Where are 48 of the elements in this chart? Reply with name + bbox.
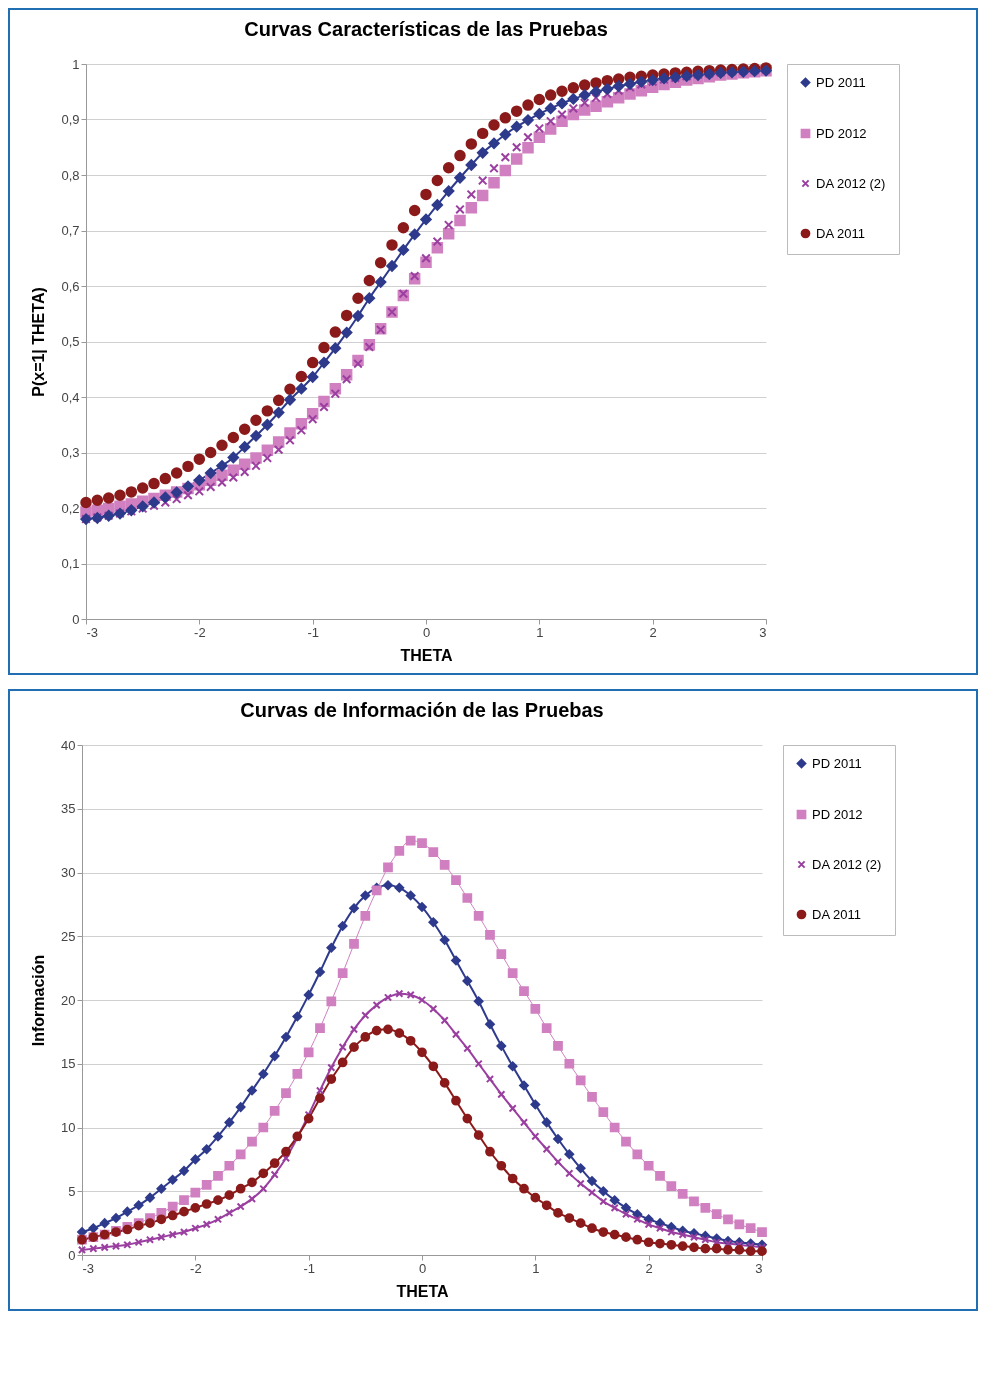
legend-label: DA 2012 (2)	[812, 856, 882, 872]
x-tick-label: -1	[303, 1260, 315, 1276]
y-tick-label: 15	[61, 1056, 76, 1072]
y-tick-label: 0	[68, 1247, 76, 1263]
y-tick-label: 0,9	[61, 112, 80, 127]
x-axis-title: THETA	[396, 1282, 450, 1300]
y-tick-label: 5	[68, 1183, 76, 1199]
legend-label: DA 2011	[816, 225, 865, 241]
x-tick-label: -2	[190, 1260, 202, 1276]
y-tick-label: 0,4	[61, 389, 80, 405]
y-tick-label: 1	[72, 56, 80, 72]
y-tick-label: 0,2	[61, 500, 80, 516]
legend-label: DA 2012 (2)	[816, 175, 886, 191]
legend-label: DA 2011	[812, 906, 861, 922]
x-axis-title: THETA	[400, 646, 454, 664]
y-tick-label: 40	[61, 737, 76, 753]
y-axis-title: Información	[30, 954, 48, 1047]
legend-label: PD 2012	[812, 806, 863, 822]
chart-title: Curvas Características de las Pruebas	[244, 18, 608, 40]
x-tick-label: 3	[759, 624, 767, 640]
y-tick-label: 25	[61, 928, 76, 944]
legend-label: PD 2011	[812, 755, 862, 771]
x-tick-label: 1	[532, 1260, 540, 1276]
x-tick-label: -2	[194, 624, 206, 640]
x-tick-label: 3	[755, 1260, 763, 1276]
y-tick-label: 0,3	[61, 445, 80, 460]
y-tick-label: 0,5	[61, 334, 80, 349]
y-tick-label: 0	[72, 611, 80, 627]
x-tick-label: -1	[307, 624, 319, 640]
x-tick-label: 0	[418, 1260, 427, 1276]
x-tick-label: -3	[82, 1260, 95, 1276]
y-tick-label: 0,6	[61, 278, 80, 294]
x-tick-label: 1	[536, 624, 544, 640]
y-axis-title: P(x=1| THETA)	[30, 287, 48, 397]
y-tick-label: 35	[61, 801, 76, 817]
x-tick-label: -3	[86, 624, 99, 640]
x-tick-label: 2	[649, 624, 657, 640]
y-tick-label: 0,1	[61, 556, 80, 571]
y-tick-label: 10	[61, 1120, 76, 1135]
y-tick-label: 0,8	[61, 167, 80, 183]
y-tick-label: 30	[61, 865, 76, 880]
y-tick-label: 0,7	[61, 223, 80, 238]
legend-label: PD 2011	[816, 74, 866, 90]
x-tick-label: 2	[645, 1260, 653, 1276]
y-tick-label: 20	[61, 992, 76, 1008]
chart-title: Curvas de Información de las Pruebas	[240, 699, 604, 721]
x-tick-label: 0	[422, 624, 431, 640]
legend-label: PD 2012	[816, 125, 867, 141]
